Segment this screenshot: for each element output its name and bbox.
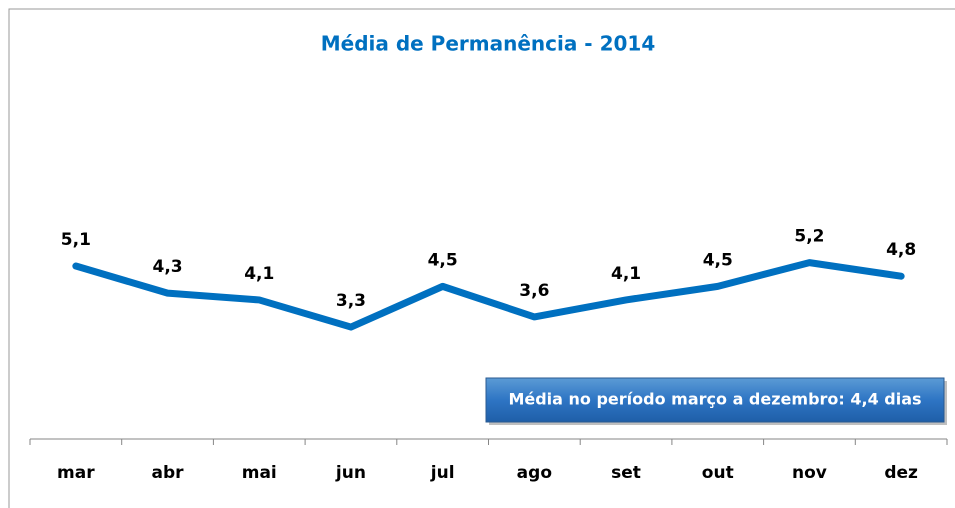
- x-tick-label: mar: [57, 463, 95, 483]
- data-label: 5,1: [61, 230, 91, 250]
- x-tick-label: jul: [430, 463, 455, 483]
- x-tick-label: jun: [335, 463, 366, 483]
- data-label: 4,1: [244, 264, 274, 284]
- data-label: 3,3: [336, 291, 366, 311]
- x-tick-label: set: [611, 463, 641, 483]
- x-tick-label: ago: [517, 463, 552, 483]
- data-label: 4,5: [703, 250, 733, 270]
- chart-title: Média de Permanência - 2014: [321, 32, 656, 56]
- x-tick-label: abr: [152, 463, 185, 483]
- data-label: 4,8: [886, 240, 916, 260]
- x-tick-label: nov: [792, 463, 827, 483]
- x-tick-label: dez: [884, 463, 918, 483]
- annotation-box: [485, 377, 945, 423]
- data-label: 4,5: [428, 250, 458, 270]
- x-tick-label: mai: [242, 463, 277, 483]
- line-series: [72, 259, 905, 331]
- data-label: 3,6: [519, 281, 549, 301]
- chart-border: [8, 8, 955, 508]
- annotation: Média no período março a dezembro: 4,4 d…: [508, 390, 921, 409]
- x-tick-label: out: [702, 463, 734, 483]
- data-label: 4,1: [611, 264, 641, 284]
- data-label: 5,2: [794, 227, 824, 247]
- data-label: 4,3: [152, 257, 182, 277]
